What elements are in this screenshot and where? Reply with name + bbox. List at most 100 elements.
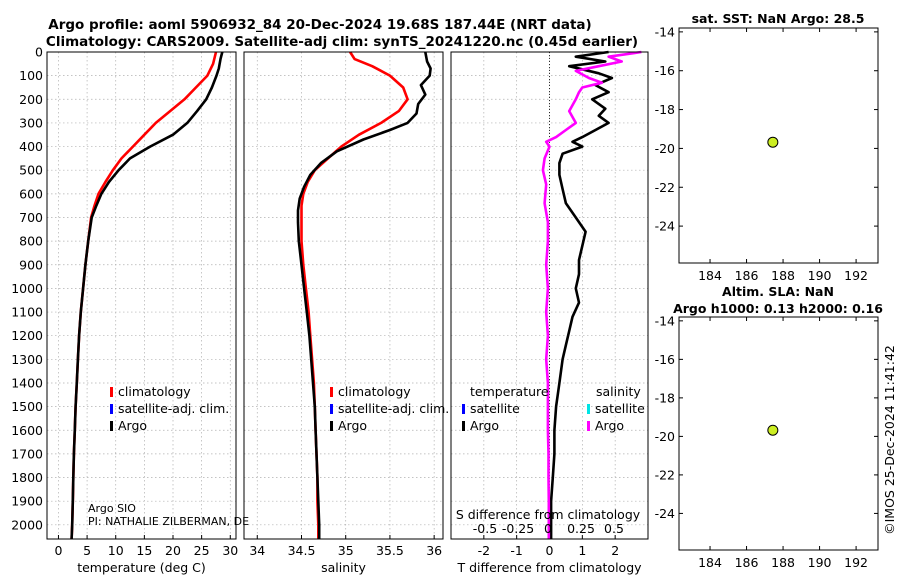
difference-xlabel: T difference from climatology [456,560,642,575]
depth-tick-label: 600 [19,186,43,201]
salinity-argo-line [296,51,432,539]
sla-map-ytick-label: -20 [655,429,675,444]
difference-top-tick-label: 0.25 [567,521,595,536]
difference-xtick-label: -2 [478,543,490,558]
temperature-legend-satellite-label: satellite-adj. clim. [118,401,229,416]
sla-map-ytick-label: -22 [655,467,675,482]
depth-tick-label: 1200 [11,328,43,343]
sla-map-xtick-label: 192 [844,555,868,570]
salinity-xtick-label: 35 [338,543,354,558]
temperature-xtick-label: 0 [54,543,62,558]
sla-map-xtick-label: 188 [771,555,795,570]
difference-top-axis-label: S difference from climatology [456,507,641,522]
salinity-legend-satellite-swatch [330,404,333,414]
depth-tick-label: 1400 [11,375,43,390]
figure-title-line2: Climatology: CARS2009. Satellite-adj cli… [46,34,638,50]
difference-top-tick-label: -0.5 [473,521,497,536]
depth-tick-label: 1800 [11,470,43,485]
difference-legend-s-argo-swatch [587,421,590,431]
depth-tick-label: 1100 [11,305,43,320]
temperature-panel: 0100200300400500600700800900100011001200… [11,45,238,576]
sla-map-title-line2: Argo h1000: 0.13 h2000: 0.16 [673,301,883,316]
sst-map-axes [678,27,879,264]
difference-top-tick-label: 0 [544,521,552,536]
temperature-argo-line [70,51,224,540]
difference-t-argo-line [549,50,614,539]
temperature-climatology-line [70,51,218,540]
sst-map-xtick-label: 190 [808,268,832,283]
depth-tick-label: 800 [19,234,43,249]
salinity-xlabel: salinity [321,560,366,575]
salinity-xtick-label: 34 [249,543,265,558]
temperature-legend-argo-swatch [110,421,113,431]
depth-tick-label: 0 [35,45,43,60]
sla-map-axes [678,316,879,551]
sst-map-ytick-label: -16 [655,63,675,78]
sst-map-xtick-label: 188 [771,268,795,283]
difference-xtick-label: -1 [510,543,522,558]
pi-label: PI: NATHALIE ZILBERMAN, DE [88,515,249,528]
temperature-xtick-label: 15 [136,543,152,558]
difference-legend-s-argo-label: Argo [595,418,624,433]
sla-map-ytick-label: -16 [655,352,675,367]
temperature-xtick-label: 20 [165,543,181,558]
difference-legend-t-argo-swatch [462,421,465,431]
sst-map-ytick-label: -14 [655,24,675,39]
timestamp: ©IMOS 25-Dec-2024 11:41:42 [882,345,897,535]
temperature-legend-climatology-swatch [110,387,113,397]
sst-map-float-position-marker [767,136,779,148]
sla-map-ytick-label: -14 [655,313,675,328]
difference-legend-s-satellite-swatch [587,404,590,414]
temperature-legend-climatology-label: climatology [118,384,191,399]
sst-map-ytick-label: -18 [655,102,675,117]
salinity-legend-argo-label: Argo [338,418,367,433]
salinity-xtick-label: 35.5 [376,543,404,558]
temperature-legend-satellite-swatch [110,404,113,414]
salinity-xtick-label: 36 [426,543,442,558]
sst-map-xtick-label: 184 [698,268,722,283]
sla-map-panel: Altim. SLA: NaN Argo h1000: 0.13 h2000: 0… [655,284,884,570]
salinity-legend-climatology-label: climatology [338,384,411,399]
sla-map-xtick-label: 186 [735,555,759,570]
difference-s-argo-line [541,50,642,539]
salinity-axes [243,51,444,540]
difference-xtick-label: 1 [578,543,586,558]
difference-legend-s-satellite-label: satellite [595,401,645,416]
sst-map-xtick-label: 186 [735,268,759,283]
sla-map-float-position-marker [767,424,779,436]
depth-tick-label: 700 [19,210,43,225]
depth-tick-label: 1900 [11,494,43,509]
sst-map-title: sat. SST: NaN Argo: 28.5 [692,11,865,26]
difference-panel: -2 -1 0 1 2 T difference from climatology S di… [450,50,649,575]
difference-xtick-label: 2 [611,543,619,558]
salinity-xtick-label: 34.5 [288,543,316,558]
temperature-xlabel: temperature (deg C) [77,560,206,575]
temperature-legend-argo-label: Argo [118,418,147,433]
temperature-xtick-label: 25 [194,543,210,558]
depth-tick-label: 2000 [11,517,43,532]
argo-sio-label: Argo SIO [88,502,136,515]
sla-map-xtick-label: 184 [698,555,722,570]
salinity-panel: 34 34.5 35 35.5 36 salinity climatology satelli… [243,51,449,575]
depth-tick-label: 400 [19,139,43,154]
difference-xtick-label: 0 [546,543,554,558]
sst-map-ytick-label: -20 [655,141,675,156]
salinity-legend-climatology-swatch [330,387,333,397]
salinity-legend-argo-swatch [330,421,333,431]
sla-map-xtick-label: 190 [808,555,832,570]
difference-legend-salinity-title: salinity [596,384,641,399]
depth-tick-label: 200 [19,92,43,107]
temperature-xtick-label: 5 [83,543,91,558]
depth-tick-label: 100 [19,68,43,83]
temperature-xtick-label: 30 [222,543,238,558]
depth-tick-label: 1000 [11,281,43,296]
depth-tick-label: 1600 [11,423,43,438]
depth-tick-label: 900 [19,257,43,272]
sst-map-panel: sat. SST: NaN Argo: 28.5 -14 -16 -18 -20 -22 -… [655,11,879,283]
sst-map-ytick-label: -24 [655,219,675,234]
difference-legend-t-satellite-label: satellite [470,401,520,416]
temperature-axes [46,51,237,540]
difference-top-tick-label: 0.5 [604,521,624,536]
depth-tick-label: 500 [19,163,43,178]
